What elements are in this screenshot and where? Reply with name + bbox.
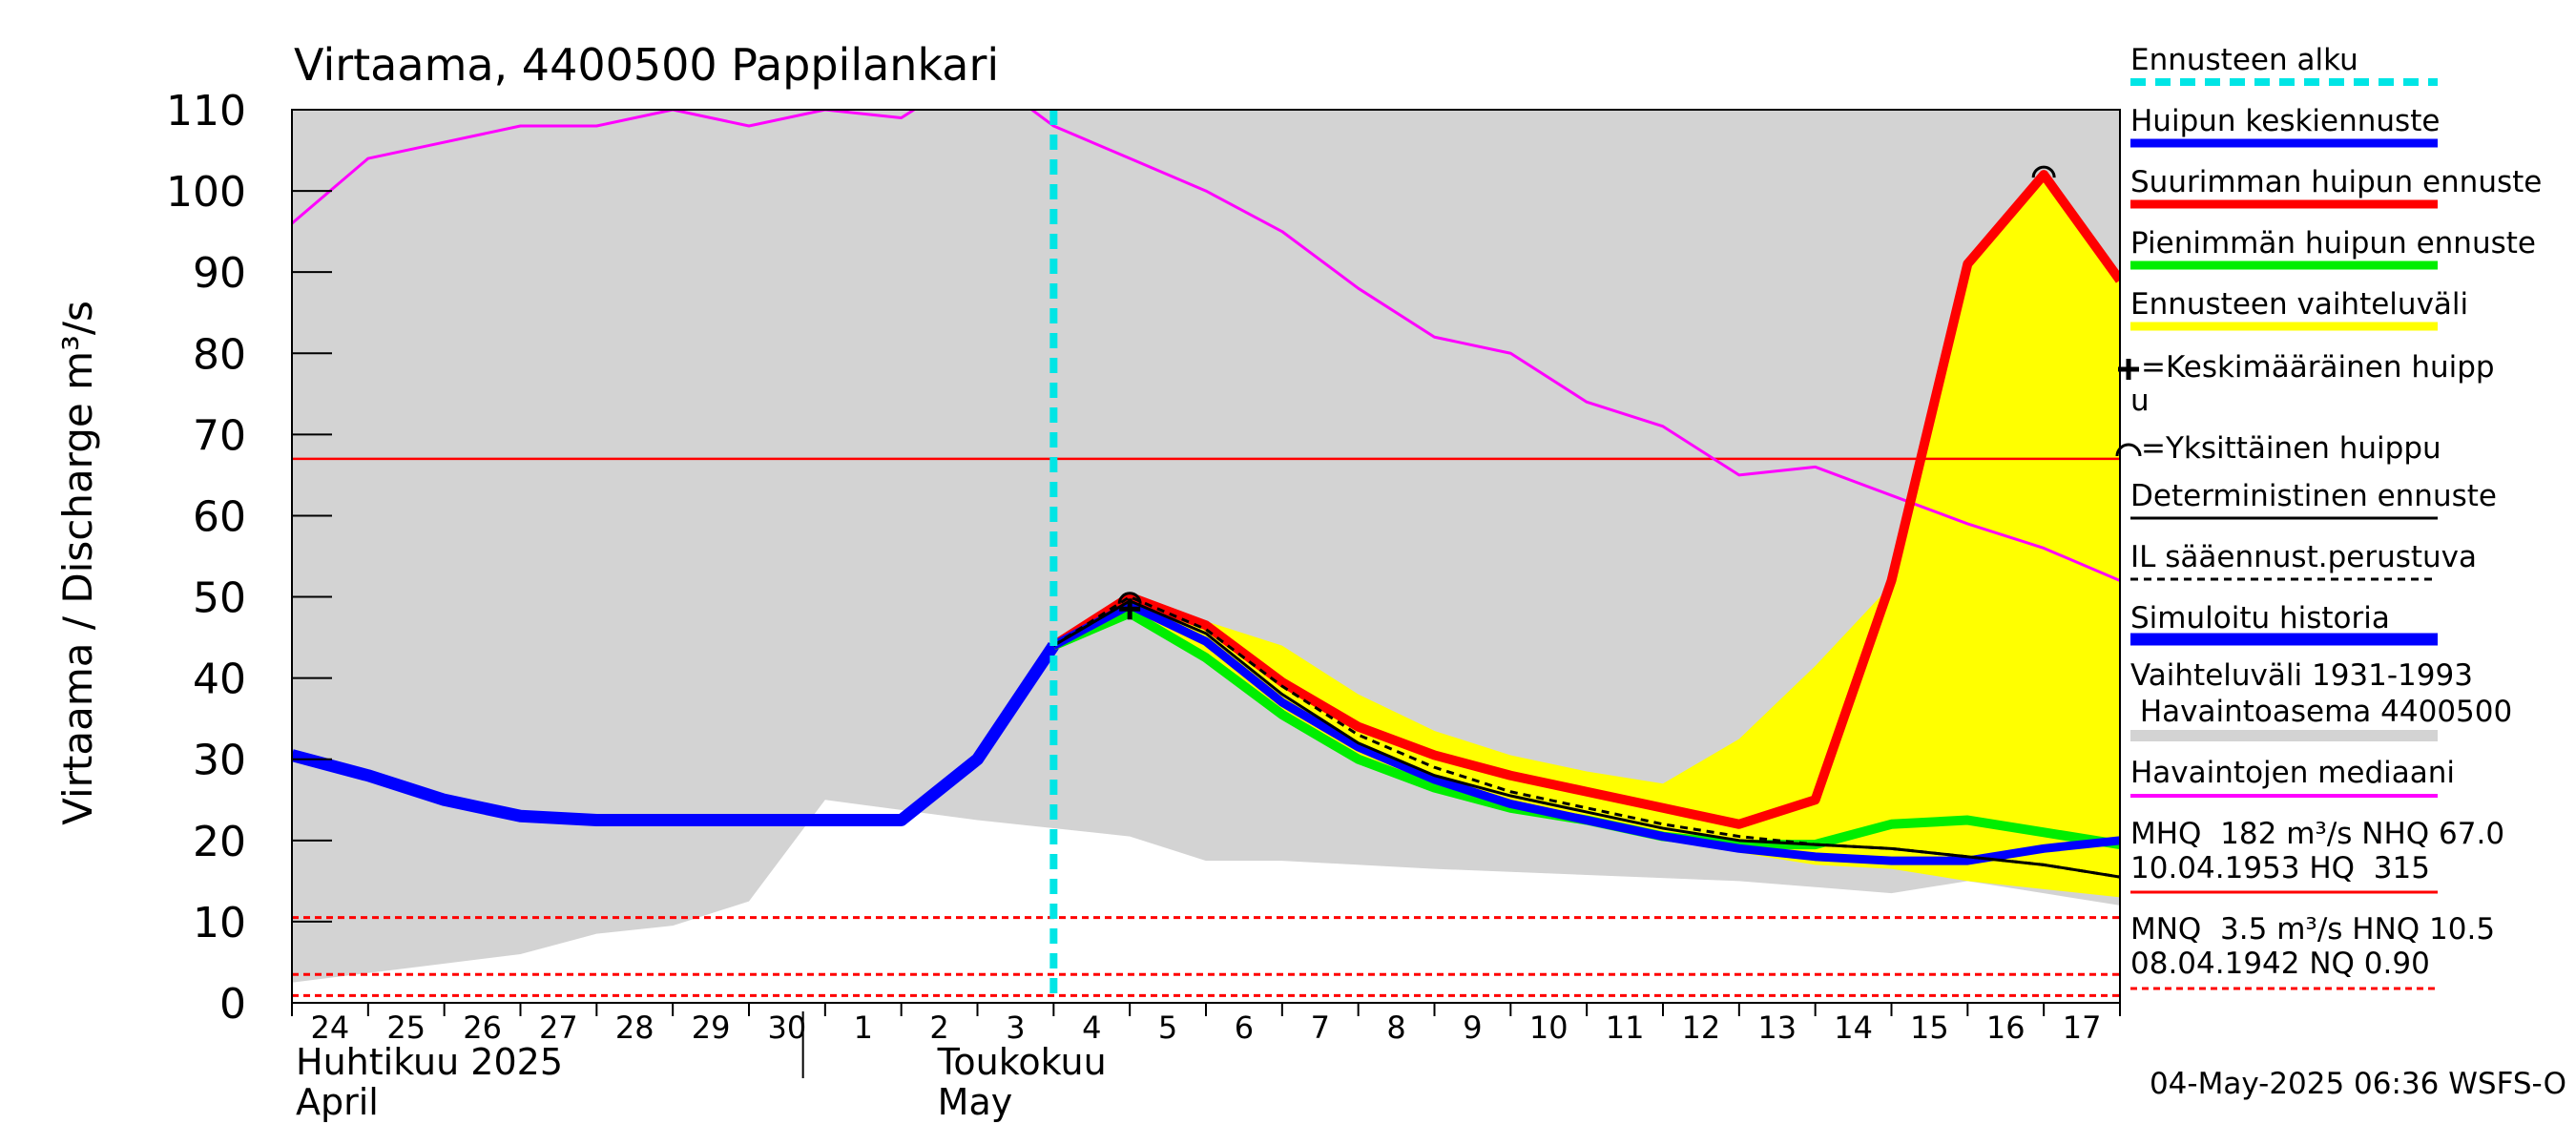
plot-area (292, 110, 2120, 1003)
band-vaihteluv-li-1931-1993-havaint (292, 110, 2120, 983)
x-day-label: 11 (1606, 1010, 1645, 1046)
legend: Ennusteen alku Huipun keskiennuste Suuri… (2115, 43, 2542, 990)
x-month-label-fi: Toukokuu (937, 1041, 1107, 1083)
y-tick-label: 90 (193, 249, 246, 298)
legend-forecast-start-label: Ennusteen alku (2130, 43, 2358, 77)
x-day-label: 17 (2063, 1010, 2102, 1046)
band-layer (292, 110, 2120, 983)
legend-hist-range-label: Vaihteluväli 1931-1993 (2130, 658, 2473, 693)
legend-avg-peak-label-wrap: u (2130, 384, 2150, 418)
x-day-label: 30 (768, 1010, 807, 1046)
x-day-label: 24 (311, 1010, 350, 1046)
series-line-simuloitu-historia (292, 641, 1059, 827)
x-day-label: 28 (615, 1010, 654, 1046)
x-day-label: 8 (1386, 1010, 1405, 1046)
x-day-label: 3 (1006, 1010, 1025, 1046)
series-line-havaintojen-mediaani (292, 110, 2120, 582)
x-day-label: 12 (1682, 1010, 1721, 1046)
y-tick-label: 50 (193, 574, 246, 623)
x-month-label-fi: Huhtikuu 2025 (296, 1041, 563, 1083)
x-day-label: 9 (1463, 1010, 1482, 1046)
legend-range-label: Ennusteen vaihteluväli (2130, 287, 2468, 322)
legend-mnq-label-2: 08.04.1942 NQ 0.90 (2130, 947, 2430, 981)
x-day-label: 6 (1235, 1010, 1254, 1046)
y-tick-label: 30 (193, 737, 246, 785)
x-day-label: 2 (929, 1010, 948, 1046)
x-day-label: 26 (463, 1010, 502, 1046)
legend-max-peak-label: Suurimman huipun ennuste (2130, 165, 2542, 199)
legend-mean-peak-label: Huipun keskiennuste (2130, 104, 2440, 138)
x-day-label: 1 (854, 1010, 873, 1046)
x-day-label: 25 (386, 1010, 426, 1046)
x-day-label: 10 (1529, 1010, 1568, 1046)
x-day-label: 7 (1311, 1010, 1330, 1046)
x-month-label-en: May (938, 1081, 1013, 1123)
x-day-label: 5 (1158, 1010, 1177, 1046)
series-line-suurimman-huipun-ennuste (1050, 170, 2120, 829)
y-tick-label: 10 (193, 899, 246, 947)
series-line-huipun-keskiennuste (1051, 600, 2120, 865)
x-month-label-en: April (296, 1081, 379, 1123)
y-tick-label: 110 (166, 87, 246, 135)
single-peak-marker (1117, 592, 1142, 604)
x-day-label: 14 (1834, 1010, 1873, 1046)
legend-mnq-label: MNQ 3.5 m³/s HNQ 10.5 (2130, 912, 2495, 947)
reference-lines-layer (292, 457, 2120, 997)
arc-icon (2115, 443, 2142, 457)
x-day-label: 4 (1082, 1010, 1101, 1046)
x-day-label: 15 (1910, 1010, 1949, 1046)
band-ennusteen-vaihteluv-li (1053, 175, 2120, 898)
plus-icon (2118, 359, 2139, 380)
peak-markers-layer (1117, 165, 2056, 620)
x-day-label: 16 (1986, 1010, 2025, 1046)
series-line-il-s-ennust-perustuva (1052, 595, 2120, 879)
legend-min-peak-label: Pienimmän huipun ennuste (2130, 226, 2536, 260)
single-peak-marker (2031, 165, 2056, 178)
y-tick-label: 100 (166, 168, 246, 217)
x-day-label: 29 (692, 1010, 731, 1046)
legend-avg-peak-label: =Keskimääräinen huipp (2141, 350, 2495, 385)
legend-simulated-label: Simuloitu historia (2130, 601, 2390, 635)
legend-mhq-label: MHQ 182 m³/s NHQ 67.0 (2130, 817, 2504, 851)
y-tick-label: 60 (193, 492, 246, 541)
y-axis-label: Virtaama / Discharge m³/s (54, 301, 101, 825)
legend-hist-range-label-2: Havaintoasema 4400500 (2130, 695, 2512, 729)
series-line-deterministinen-ennuste (1052, 599, 2120, 879)
legend-il-forecast-label: IL sääennust.perustuva (2130, 540, 2477, 574)
legend-median-label: Havaintojen mediaani (2130, 756, 2455, 790)
timestamp-footer: 04-May-2025 06:36 WSFS-O (2150, 1067, 2566, 1101)
y-tick-label: 20 (193, 818, 246, 866)
y-tick-label: 40 (193, 656, 246, 704)
legend-single-peak-label: =Yksittäinen huippu (2141, 431, 2441, 466)
y-tick-label: 70 (193, 411, 246, 460)
x-day-label: 13 (1757, 1010, 1797, 1046)
y-tick-label: 0 (219, 980, 246, 1029)
chart-title: Virtaama, 4400500 Pappilankari (294, 39, 999, 91)
legend-deterministic-label: Deterministinen ennuste (2130, 479, 2497, 513)
y-tick-label: 80 (193, 330, 246, 379)
series-layer (292, 110, 2120, 1003)
legend-mhq-label-2: 10.04.1953 HQ 315 (2130, 851, 2430, 885)
x-day-label: 27 (539, 1010, 578, 1046)
